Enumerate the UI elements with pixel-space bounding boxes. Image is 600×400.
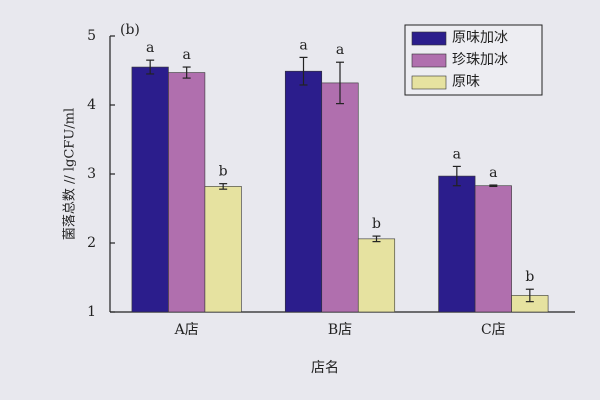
significance-letter: a: [146, 40, 154, 56]
bar: [321, 82, 359, 313]
x-tick-label: A店: [174, 322, 199, 338]
legend-label: 原味加冰: [452, 30, 508, 46]
error-bar: [146, 59, 155, 75]
legend-swatch: [411, 53, 447, 68]
legend-swatch: [411, 31, 447, 46]
error-bar: [219, 183, 228, 190]
y-tick-label: 3: [87, 166, 96, 182]
x-tick-label: B店: [328, 322, 352, 338]
error-bar: [372, 235, 381, 243]
bar: [438, 175, 476, 313]
y-tick-label: 5: [87, 28, 96, 44]
panel-label: (b): [120, 22, 140, 38]
significance-letter: a: [182, 47, 190, 63]
error-bar: [452, 165, 461, 187]
legend-label: 原味: [452, 74, 480, 90]
x-tick-label: C店: [481, 322, 506, 338]
significance-letter: b: [372, 216, 381, 232]
bar: [474, 185, 512, 313]
bar: [284, 70, 323, 313]
y-axis-label: 菌落总数 // lgCFU/ml: [63, 108, 78, 240]
significance-letter: b: [525, 269, 534, 285]
bar: [131, 66, 169, 313]
y-tick-label: 2: [87, 235, 96, 251]
error-bar: [489, 184, 498, 188]
legend-swatch: [411, 75, 447, 90]
significance-letter: a: [336, 42, 344, 58]
significance-letter: a: [453, 146, 461, 162]
error-bar: [182, 66, 191, 79]
bar: [204, 186, 242, 313]
significance-letter: b: [219, 164, 228, 180]
y-tick-label: 1: [87, 304, 96, 320]
x-axis-label: 店名: [311, 360, 339, 376]
bar: [168, 72, 206, 313]
error-bar: [336, 61, 344, 105]
error-bar: [525, 288, 534, 303]
legend-label: 珍珠加冰: [452, 52, 508, 68]
bar: [357, 238, 396, 313]
error-bar: [299, 56, 308, 86]
significance-letter: a: [299, 37, 307, 53]
y-tick-label: 4: [87, 97, 96, 113]
significance-letter: a: [489, 165, 497, 181]
